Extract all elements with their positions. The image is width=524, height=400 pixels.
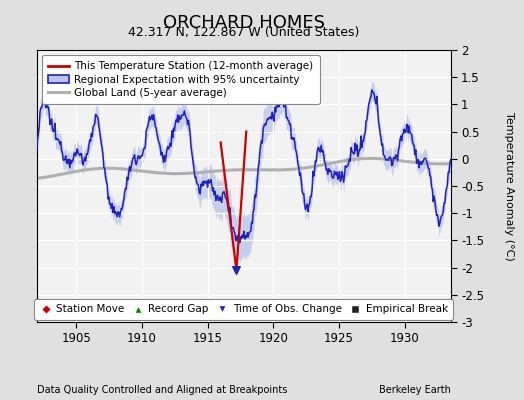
Y-axis label: Temperature Anomaly (°C): Temperature Anomaly (°C) bbox=[504, 112, 514, 260]
Text: ORCHARD HOMES: ORCHARD HOMES bbox=[162, 14, 325, 32]
Legend: Station Move, Record Gap, Time of Obs. Change, Empirical Break: Station Move, Record Gap, Time of Obs. C… bbox=[34, 299, 453, 320]
Text: Berkeley Earth: Berkeley Earth bbox=[379, 385, 451, 395]
Point bbox=[232, 267, 241, 274]
Text: Data Quality Controlled and Aligned at Breakpoints: Data Quality Controlled and Aligned at B… bbox=[37, 385, 287, 395]
Text: 42.317 N, 122.867 W (United States): 42.317 N, 122.867 W (United States) bbox=[128, 26, 359, 39]
